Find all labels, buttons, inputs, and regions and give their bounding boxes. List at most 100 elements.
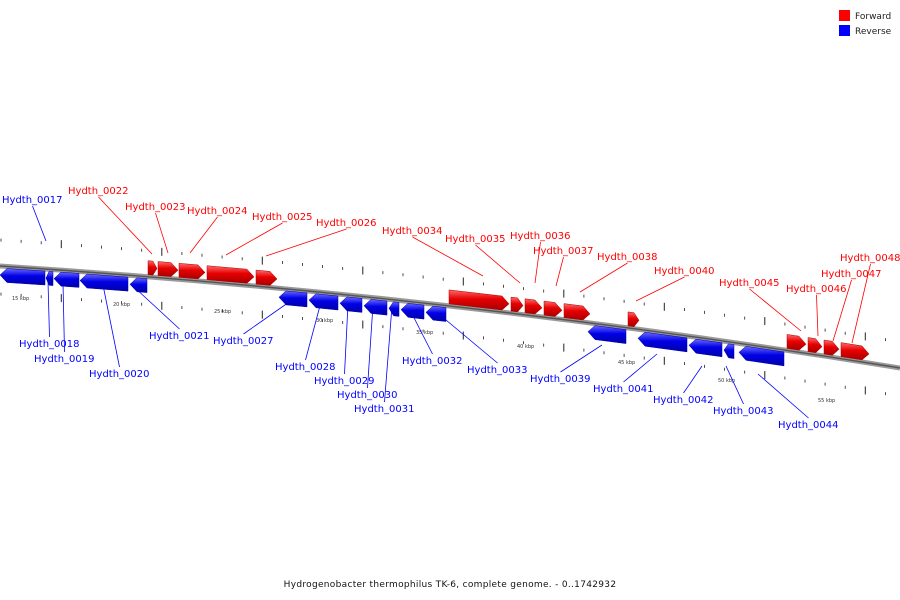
leader-line-hydth-0029 — [344, 303, 349, 375]
scale-label-15kbp: 15 kbp — [12, 296, 29, 302]
gene-arrow-hydth-0041[interactable] — [637, 331, 688, 353]
gene-arrow-hydth-0044[interactable] — [738, 346, 785, 367]
gene-arrow-hydth-0042[interactable] — [688, 338, 723, 358]
gene-arrow-hydth-0040[interactable] — [627, 311, 640, 327]
gene-arrow-hydth-0039[interactable] — [587, 325, 627, 344]
leader-line-hydth-0034 — [412, 236, 484, 277]
gene-label-hydth-0040[interactable]: Hydth_0040 — [654, 266, 715, 277]
gene-arrow-hydth-0028[interactable] — [308, 293, 339, 311]
leader-line-hydth-0027 — [243, 299, 293, 335]
scale-label-55kbp: 55 kbp — [818, 398, 835, 404]
gene-arrow-hydth-0033[interactable] — [425, 305, 447, 322]
leader-line-hydth-0039 — [560, 344, 603, 373]
gene-label-hydth-0037[interactable]: Hydth_0037 — [533, 246, 594, 257]
leader-line-hydth-0020 — [102, 284, 120, 368]
gene-arrow-hydth-0034[interactable] — [448, 289, 510, 311]
leader-line-hydth-0017 — [32, 205, 47, 242]
gene-label-hydth-0025[interactable]: Hydth_0025 — [252, 212, 313, 223]
leader-line-hydth-0021 — [133, 286, 180, 330]
leader-line-hydth-0046 — [816, 294, 819, 337]
gene-arrow-hydth-0024[interactable] — [178, 263, 206, 280]
leader-line-hydth-0048 — [851, 263, 871, 344]
gene-arrow-hydth-0043[interactable] — [723, 343, 735, 359]
gene-label-hydth-0034[interactable]: Hydth_0034 — [382, 226, 443, 237]
gene-label-hydth-0022[interactable]: Hydth_0022 — [68, 186, 129, 197]
gene-arrow-hydth-0022[interactable] — [147, 260, 158, 276]
leader-line-hydth-0035 — [475, 244, 521, 284]
gene-arrow-hydth-0017[interactable] — [0, 268, 46, 286]
gene-label-hydth-0045[interactable]: Hydth_0045 — [719, 278, 780, 289]
leader-line-hydth-0030 — [367, 304, 374, 389]
leader-line-hydth-0037 — [555, 256, 564, 287]
gene-label-hydth-0033[interactable]: Hydth_0033 — [467, 365, 528, 376]
gene-label-hydth-0023[interactable]: Hydth_0023 — [125, 202, 186, 213]
gene-label-hydth-0029[interactable]: Hydth_0029 — [314, 376, 375, 387]
gene-arrow-hydth-0031[interactable] — [388, 301, 400, 317]
gene-arrow-hydth-0037[interactable] — [543, 300, 563, 317]
leader-line-hydth-0019 — [62, 282, 65, 353]
gene-arrow-hydth-0032[interactable] — [400, 303, 425, 320]
leader-line-hydth-0031 — [384, 305, 393, 403]
leader-line-hydth-0044 — [757, 373, 809, 419]
gene-arrow-hydth-0035[interactable] — [510, 296, 524, 313]
legend-label-reverse: Reverse — [855, 27, 892, 37]
gene-arrow-hydth-0036[interactable] — [524, 298, 543, 315]
leader-line-hydth-0047 — [832, 279, 852, 342]
gene-label-hydth-0044[interactable]: Hydth_0044 — [778, 420, 839, 431]
leader-line-hydth-0043 — [725, 365, 744, 405]
gene-label-hydth-0020[interactable]: Hydth_0020 — [89, 369, 150, 380]
legend-swatch-reverse — [839, 25, 850, 36]
gene-label-hydth-0047[interactable]: Hydth_0047 — [821, 269, 882, 280]
gene-label-hydth-0017[interactable]: Hydth_0017 — [2, 195, 63, 206]
leader-line-hydth-0026 — [265, 228, 347, 257]
gene-arrow-hydth-0045[interactable] — [786, 334, 807, 351]
gene-label-hydth-0032[interactable]: Hydth_0032 — [402, 356, 463, 367]
leader-line-hydth-0025 — [225, 222, 283, 256]
gene-arrow-hydth-0046[interactable] — [807, 337, 823, 353]
leader-line-hydth-0042 — [683, 365, 703, 394]
scale-label-50kbp: 50 kbp — [718, 378, 735, 384]
gene-arrow-hydth-0019[interactable] — [53, 271, 80, 288]
gene-arrow-hydth-0027[interactable] — [278, 290, 308, 308]
gene-arrow-hydth-0023[interactable] — [157, 261, 179, 277]
gene-label-hydth-0028[interactable]: Hydth_0028 — [275, 362, 336, 373]
legend: Forward Reverse — [839, 10, 892, 37]
gene-label-hydth-0039[interactable]: Hydth_0039 — [530, 374, 591, 385]
scale-label-35kbp: 35 kbp — [416, 330, 433, 336]
gene-label-hydth-0042[interactable]: Hydth_0042 — [653, 395, 714, 406]
leader-line-hydth-0024 — [189, 216, 218, 254]
leader-line-hydth-0022 — [98, 196, 153, 255]
gene-arrow-hydth-0026[interactable] — [255, 269, 278, 286]
gene-arrow-hydth-0047[interactable] — [823, 339, 840, 356]
gene-label-hydth-0018[interactable]: Hydth_0018 — [19, 339, 80, 350]
scale-label-25kbp: 25 kbp — [214, 309, 231, 315]
gene-arrow-hydth-0021[interactable] — [129, 277, 148, 293]
leader-line-hydth-0041 — [623, 353, 658, 383]
scale-label-40kbp: 40 kbp — [517, 344, 534, 350]
gene-label-hydth-0046[interactable]: Hydth_0046 — [786, 284, 847, 295]
gene-arrow-hydth-0048[interactable] — [840, 342, 870, 361]
gene-label-hydth-0036[interactable]: Hydth_0036 — [510, 231, 571, 242]
gene-label-hydth-0031[interactable]: Hydth_0031 — [354, 404, 415, 415]
gene-arrow-hydth-0038[interactable] — [563, 303, 591, 321]
gene-label-hydth-0030[interactable]: Hydth_0030 — [337, 390, 398, 401]
gene-label-hydth-0048[interactable]: Hydth_0048 — [840, 253, 900, 264]
gene-arrow-hydth-0020[interactable] — [79, 273, 129, 292]
leader-line-hydth-0036 — [534, 241, 541, 284]
gene-arrow-hydth-0025[interactable] — [206, 265, 255, 284]
gene-arrow-hydth-0030[interactable] — [363, 299, 388, 316]
gene-label-hydth-0041[interactable]: Hydth_0041 — [593, 384, 654, 395]
gene-arrow-hydth-0018[interactable] — [45, 271, 54, 286]
gene-label-hydth-0038[interactable]: Hydth_0038 — [597, 252, 658, 263]
gene-label-hydth-0021[interactable]: Hydth_0021 — [149, 331, 210, 342]
gene-label-hydth-0019[interactable]: Hydth_0019 — [34, 354, 95, 365]
gene-arrow-hydth-0029[interactable] — [339, 296, 363, 313]
label-leader-lines — [32, 196, 871, 419]
scale-labels: 15 kbp 20 kbp 25 kbp 30 kbp 35 kbp 40 kb… — [12, 296, 835, 404]
gene-label-hydth-0043[interactable]: Hydth_0043 — [713, 406, 774, 417]
gene-label-hydth-0026[interactable]: Hydth_0026 — [316, 218, 377, 229]
gene-label-hydth-0035[interactable]: Hydth_0035 — [445, 234, 506, 245]
gene-label-hydth-0027[interactable]: Hydth_0027 — [213, 336, 274, 347]
gene-label-hydth-0024[interactable]: Hydth_0024 — [187, 206, 248, 217]
